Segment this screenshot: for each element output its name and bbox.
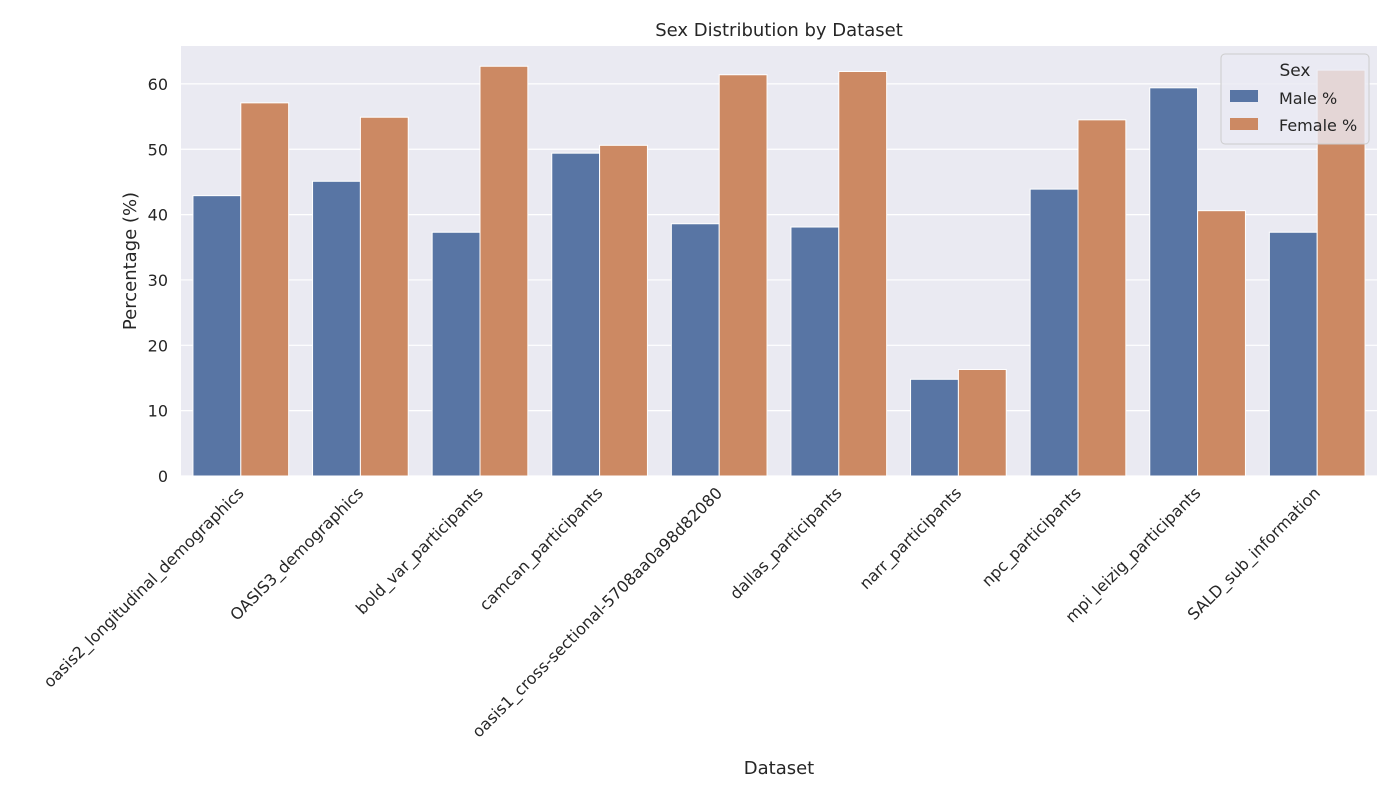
bars	[192, 65, 1366, 477]
bar-female	[1077, 119, 1127, 477]
y-tick-label: 50	[148, 140, 168, 159]
bar-female	[479, 65, 529, 477]
y-tick-label: 10	[148, 402, 168, 421]
bar-male	[312, 180, 361, 477]
x-tick-labels: oasis2_longitudinal_demographicsOASIS3_d…	[40, 483, 1325, 741]
bar-female	[240, 102, 290, 477]
bar-female	[599, 144, 648, 477]
legend-swatch-male	[1230, 90, 1258, 102]
y-axis-label: Percentage (%)	[120, 192, 141, 330]
legend-label-male: Male %	[1279, 89, 1337, 108]
x-axis-label: Dataset	[744, 758, 815, 779]
bar-male	[910, 378, 959, 477]
bar-male	[790, 226, 840, 477]
bar-female	[838, 70, 888, 477]
bar-male	[1268, 231, 1318, 477]
x-tick-label: npc_participants	[978, 483, 1086, 591]
y-tick-label: 40	[148, 206, 168, 225]
bar-male	[1029, 188, 1079, 477]
x-tick-label: OASIS3_demographics	[226, 483, 368, 625]
y-tick-label: 20	[148, 336, 168, 355]
x-tick-label: oasis2_longitudinal_demographics	[40, 483, 249, 692]
bar-male	[551, 152, 601, 477]
y-tick-label: 0	[158, 467, 168, 486]
legend-title: Sex	[1279, 61, 1310, 81]
x-tick-label: narr_participants	[856, 483, 966, 593]
x-tick-label: bold_var_participants	[352, 483, 487, 618]
bar-female	[1197, 210, 1246, 477]
bar-male	[670, 223, 720, 477]
y-tick-label: 30	[148, 271, 168, 290]
bar-male	[192, 195, 242, 477]
x-tick-label: mpi_leizig_participants	[1061, 483, 1205, 627]
y-tick-labels: 0 10 20 30 40 50 60	[148, 75, 168, 486]
bar-male	[1149, 87, 1199, 477]
x-tick-label: SALD_sub_information	[1184, 483, 1325, 624]
legend-swatch-female	[1230, 118, 1258, 130]
chart-title: Sex Distribution by Dataset	[655, 20, 903, 41]
legend-label-female: Female %	[1279, 116, 1357, 135]
bar-male	[431, 231, 481, 477]
legend: Sex Male % Female %	[1220, 53, 1370, 145]
bar-female	[957, 368, 1007, 477]
bar-female	[718, 74, 768, 477]
x-tick-label: oasis1_cross-sectional-5708aa0a98d82080	[468, 483, 726, 741]
y-tick-label: 60	[148, 75, 168, 94]
bar-female	[359, 116, 409, 477]
x-tick-label: dallas_participants	[726, 483, 846, 603]
x-tick-label: camcan_participants	[476, 483, 608, 615]
